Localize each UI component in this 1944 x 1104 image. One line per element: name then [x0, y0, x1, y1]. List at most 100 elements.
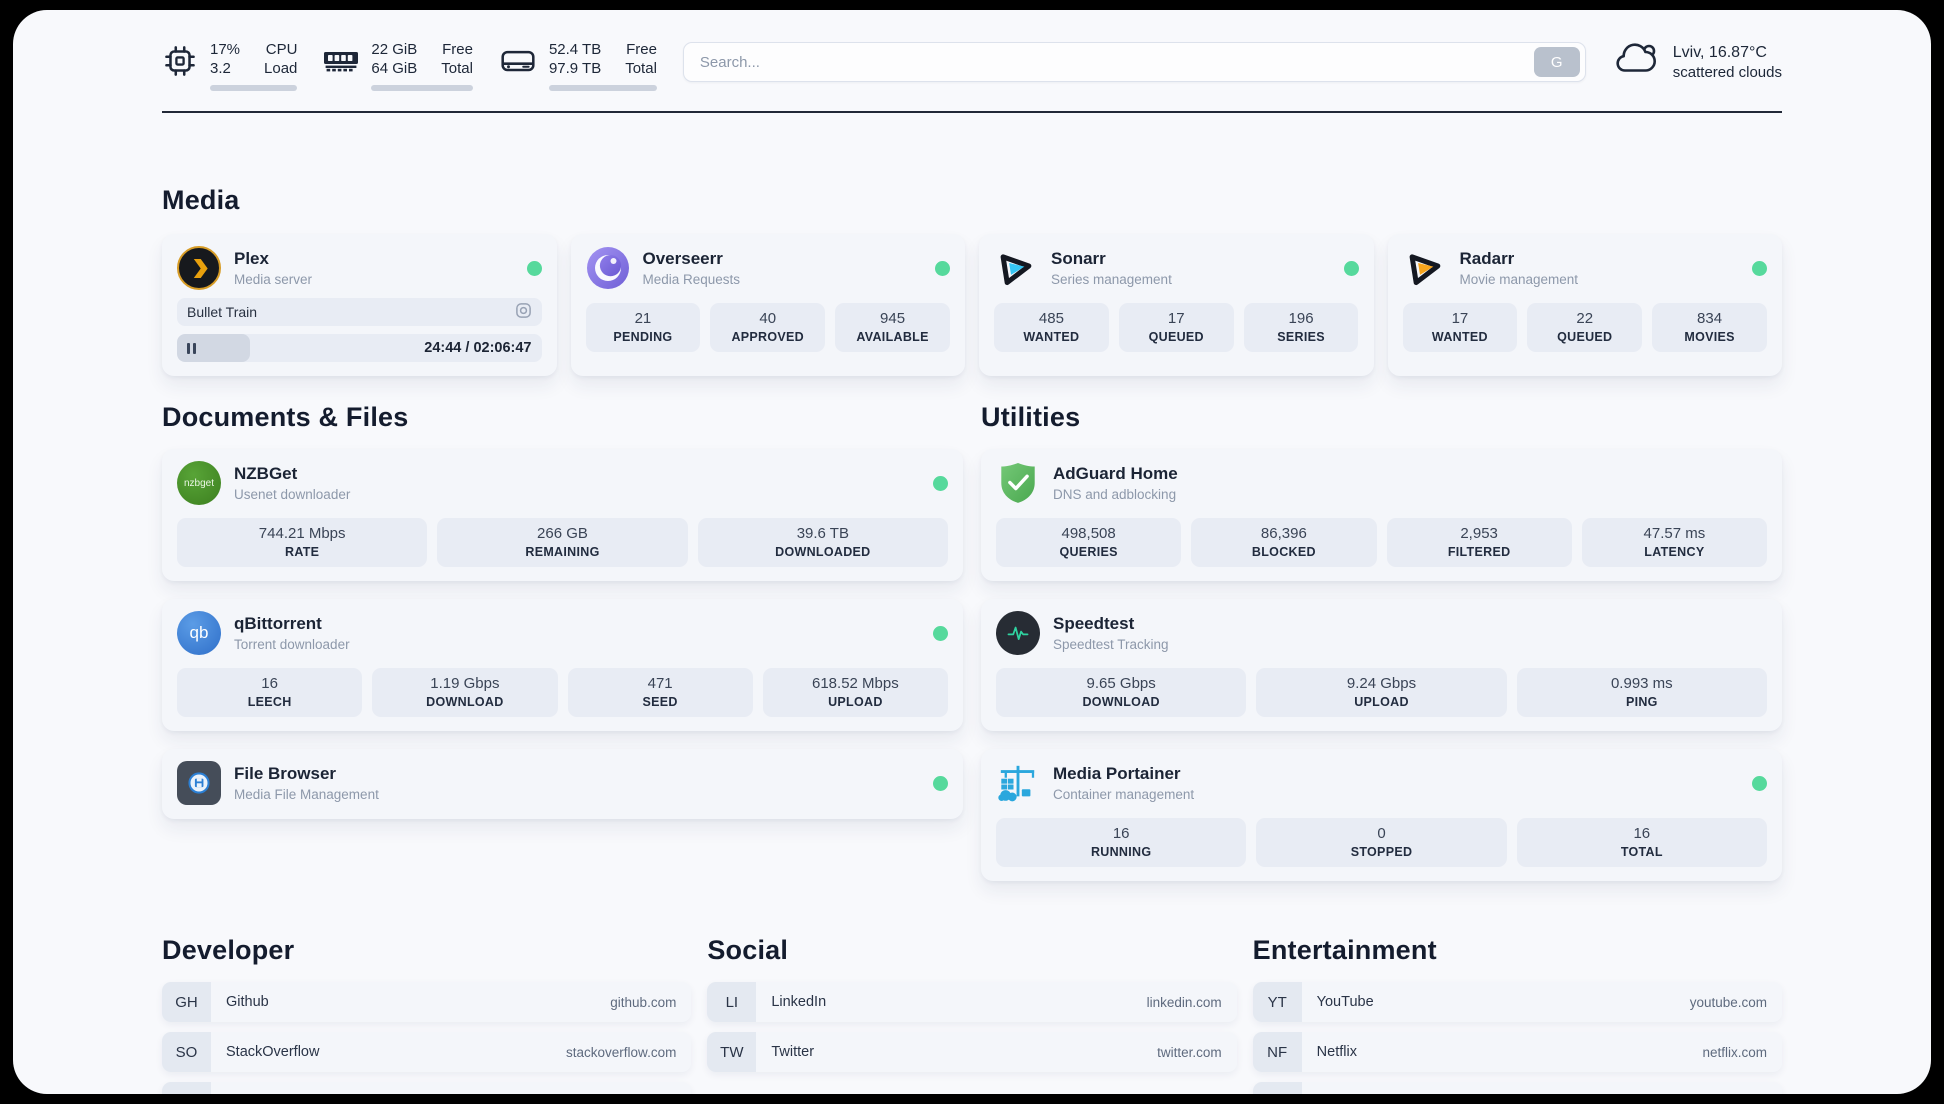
social-column: Social LI LinkedIn linkedin.com TW Twitt… — [707, 935, 1237, 1094]
app-card-portainer[interactable]: Media Portainer Container management 16 … — [981, 749, 1782, 881]
bookmark-name: StackOverflow — [226, 1044, 320, 1060]
bookmark-linkedin[interactable]: LI LinkedIn linkedin.com — [707, 982, 1237, 1022]
section-title-developer: Developer — [162, 935, 295, 965]
search-input[interactable] — [699, 53, 1534, 71]
stat-tile: 485 WANTED — [994, 303, 1109, 352]
app-subtitle: Container management — [1053, 787, 1195, 802]
weather-widget: Lviv, 16.87°C scattered clouds — [1612, 40, 1782, 85]
app-card-overseerr[interactable]: Overseerr Media Requests 21 PENDING 40 A… — [570, 234, 965, 376]
weather-location-temp: Lviv, 16.87°C — [1672, 44, 1767, 61]
status-badge — [526, 260, 542, 276]
ram-icon — [323, 43, 359, 91]
ram-total: 64 GiB — [371, 60, 418, 77]
stat-tile: 471 SEED — [567, 668, 753, 717]
now-playing-title: Bullet Train — [187, 304, 258, 320]
dashboard-panel: 17% CPU 3.2 Load 22 GiB — [13, 10, 1931, 1094]
bookmark-url: netflix.com — [1702, 1044, 1767, 1060]
bookmark-abbr: TW — [707, 1032, 757, 1072]
app-name: File Browser — [234, 764, 337, 783]
bookmark-url: linkedin.com — [1146, 994, 1222, 1010]
stat-tile: 945 AVAILABLE — [835, 303, 950, 352]
ram-widget: 22 GiB Free 64 GiB Total — [323, 40, 473, 91]
stat-tile: 16 LEECH — [177, 668, 363, 717]
stat-tile: 618.52 Mbps UPLOAD — [762, 668, 948, 717]
overseerr-icon — [586, 246, 630, 290]
cpu-widget: 17% CPU 3.2 Load — [162, 40, 298, 91]
app-name: Plex — [234, 249, 269, 268]
speedtest-icon — [996, 611, 1040, 655]
section-title-utilities: Utilities — [981, 402, 1081, 432]
status-badge — [1752, 260, 1767, 276]
app-subtitle: Movie management — [1459, 272, 1579, 287]
bookmark-twitter[interactable]: TW Twitter twitter.com — [707, 1032, 1237, 1072]
search-bar: G — [682, 42, 1586, 82]
stat-tile: 9.65 Gbps DOWNLOAD — [996, 668, 1247, 717]
bookmark-name: Twitter — [771, 1044, 815, 1060]
status-badge — [1752, 775, 1767, 791]
top-bar: 17% CPU 3.2 Load 22 GiB — [162, 10, 1782, 91]
playback-time: 24:44 / 02:06:47 — [424, 340, 532, 356]
app-subtitle: Media File Management — [234, 787, 379, 802]
cpu-load: 3.2 — [210, 60, 231, 77]
disk-progress-track — [548, 85, 657, 91]
bookmark-abbr: GH — [162, 982, 211, 1022]
stat-tile: 16 TOTAL — [1516, 818, 1767, 867]
disk-free: 52.4 TB — [548, 41, 602, 58]
bookmark-netflix[interactable]: NF Netflix netflix.com — [1252, 1032, 1782, 1072]
cpu-label-2: Load — [264, 60, 298, 77]
stat-tile: 39.6 TB DOWNLOADED — [697, 518, 948, 567]
documents-column: Documents & Files nzbget NZBGet Usenet d… — [162, 402, 963, 881]
bookmark-github[interactable]: GH Github github.com — [162, 982, 692, 1022]
now-playing-row: Bullet Train — [177, 298, 542, 326]
status-badge — [1343, 260, 1359, 276]
bookmark-name: LinkedIn — [771, 994, 827, 1010]
app-name: qBittorrent — [234, 614, 322, 633]
app-subtitle: Media Requests — [642, 272, 741, 287]
app-card-plex[interactable]: Plex Media server Bullet Train 24:44 / 0… — [162, 234, 557, 376]
bookmark-name: Netflix — [1316, 1044, 1357, 1060]
status-badge — [933, 625, 948, 641]
media-grid: Plex Media server Bullet Train 24:44 / 0… — [162, 234, 1782, 376]
disk-label-2: Total — [625, 60, 657, 77]
weather-condition: scattered clouds — [1672, 64, 1782, 81]
app-card-qbittorrent[interactable]: qb qBittorrent Torrent downloader 16 — [162, 599, 963, 731]
bookmark-reddit[interactable]: RE Reddit reddit.com — [1252, 1082, 1782, 1094]
bookmark-youtube[interactable]: YT YouTube youtube.com — [1252, 982, 1782, 1022]
app-card-filebrowser[interactable]: File Browser Media File Management — [162, 749, 963, 819]
section-title-entertainment: Entertainment — [1252, 935, 1437, 965]
status-badge — [933, 475, 948, 491]
app-card-radarr[interactable]: Radarr Movie management 17 WANTED 22 QUE… — [1387, 234, 1782, 376]
app-subtitle: Speedtest Tracking — [1053, 637, 1169, 652]
cpu-label-1: CPU — [265, 41, 298, 58]
section-title-media: Media — [162, 185, 240, 215]
search-engine-button[interactable]: G — [1533, 47, 1580, 77]
bookmark-dev[interactable]: DT DEV dev.to — [162, 1082, 692, 1094]
header-divider — [162, 111, 1782, 113]
qbittorrent-icon: qb — [177, 611, 221, 655]
stat-tile: 196 SERIES — [1243, 303, 1359, 352]
pause-button[interactable] — [187, 342, 196, 354]
app-card-nzbget[interactable]: nzbget NZBGet Usenet downloader 744.21 M… — [162, 449, 963, 581]
bookmark-abbr: DT — [162, 1082, 211, 1094]
stat-tile: 40 APPROVED — [710, 303, 826, 352]
plex-icon — [177, 246, 221, 290]
app-name: Sonarr — [1051, 249, 1106, 268]
section-title-social: Social — [707, 935, 789, 965]
bookmark-name: YouTube — [1316, 994, 1374, 1010]
stat-tile: 86,396 BLOCKED — [1191, 518, 1377, 567]
app-card-sonarr[interactable]: Sonarr Series management 485 WANTED 17 Q… — [979, 234, 1374, 376]
app-card-speedtest[interactable]: Speedtest Speedtest Tracking 9.65 Gbps D… — [981, 599, 1782, 731]
stat-tile: 22 QUEUED — [1527, 303, 1643, 352]
app-card-adguard[interactable]: AdGuard Home DNS and adblocking 498,508 … — [981, 449, 1782, 581]
cpu-percent: 17% — [210, 41, 241, 58]
bookmark-abbr: NF — [1252, 1032, 1302, 1072]
cloud-icon — [1612, 40, 1660, 85]
stat-tile: 0.993 ms PING — [1516, 668, 1767, 717]
portainer-icon — [996, 761, 1040, 805]
disk-total: 97.9 TB — [548, 60, 602, 77]
disk-label-1: Free — [626, 41, 657, 58]
bookmark-stackoverflow[interactable]: SO StackOverflow stackoverflow.com — [162, 1032, 692, 1072]
bookmark-abbr: YT — [1252, 982, 1302, 1022]
status-badge — [935, 260, 950, 276]
stat-tile: 17 WANTED — [1402, 303, 1518, 352]
